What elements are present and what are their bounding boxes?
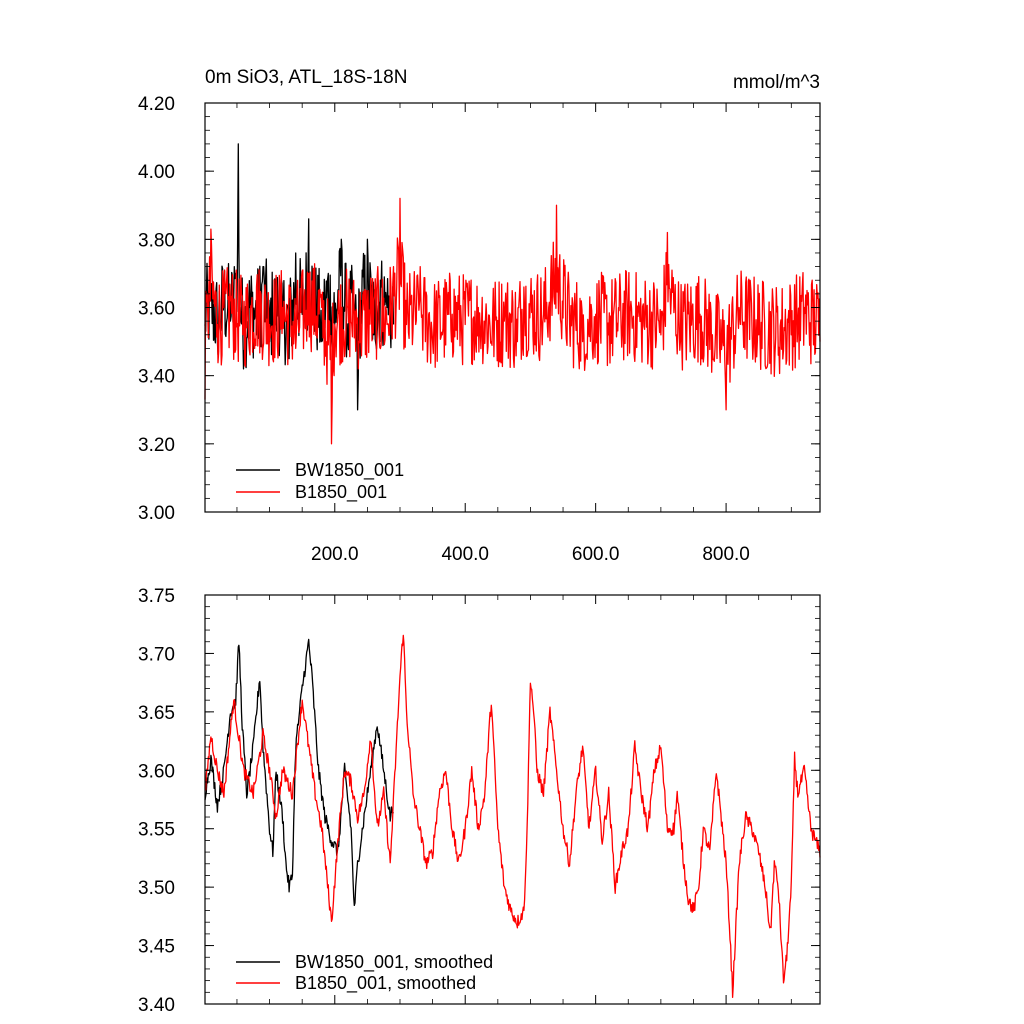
bottom-ticks	[205, 594, 820, 1005]
y-tick-label: 4.20	[138, 94, 175, 115]
legend-label-b1850: B1850_001	[295, 482, 387, 503]
y-tick-label: 3.70	[138, 644, 175, 665]
chart-title: 0m SiO3, ATL_18S-18N	[205, 67, 407, 88]
y-tick-label: 3.20	[138, 435, 175, 456]
y-tick-label: 3.60	[138, 299, 175, 320]
y-tick-label: 3.40	[138, 995, 175, 1016]
x-tick-label: 600.0	[572, 544, 620, 565]
y-tick-label: 3.50	[138, 878, 175, 899]
x-tick-label: 800.0	[702, 544, 750, 565]
bottom-plot-frame	[204, 594, 821, 1005]
top-tick-labels: 3.00 3.20 3.40 3.60 3.80 4.00 4.20 200.0 400.0 60…	[138, 94, 750, 565]
y-tick-label: 3.75	[138, 586, 175, 607]
y-tick-label: 3.60	[138, 761, 175, 782]
series-line-bw1850	[204, 143, 395, 411]
top-series-group	[204, 143, 821, 445]
top-legend: BW1850_001 B1850_001	[236, 460, 404, 503]
x-tick-label: 400.0	[441, 544, 489, 565]
y-tick-label: 3.65	[138, 703, 175, 724]
bottom-series-group	[204, 634, 821, 999]
bottom-tick-labels: 3.40 3.45 3.50 3.55 3.60 3.65 3.70 3.75	[138, 586, 175, 1016]
top-ticks	[205, 102, 820, 513]
y-tick-label: 3.00	[138, 503, 175, 524]
series-line-b1850	[204, 197, 821, 445]
legend-label-b1850-smoothed: B1850_001, smoothed	[295, 973, 476, 994]
series-line-bw1850-smoothed	[204, 638, 395, 907]
y-tick-label: 4.00	[138, 162, 175, 183]
y-tick-label: 3.40	[138, 367, 175, 388]
bottom-panel: 3.40 3.45 3.50 3.55 3.60 3.65 3.70 3.75 BW1850_…	[138, 586, 821, 1016]
y-tick-label: 3.55	[138, 820, 175, 841]
legend-label-bw1850-smoothed: BW1850_001, smoothed	[295, 952, 493, 973]
legend-label-bw1850: BW1850_001	[295, 460, 404, 481]
top-panel: 3.00 3.20 3.40 3.60 3.80 4.00 4.20 200.0 400.0 60…	[138, 67, 821, 565]
units-label: mmol/m^3	[733, 72, 820, 93]
y-tick-label: 3.80	[138, 230, 175, 251]
x-tick-label: 200.0	[311, 544, 359, 565]
y-tick-label: 3.45	[138, 937, 175, 958]
series-line-b1850-smoothed	[204, 634, 821, 999]
bottom-legend: BW1850_001, smoothed B1850_001, smoothed	[236, 952, 493, 994]
